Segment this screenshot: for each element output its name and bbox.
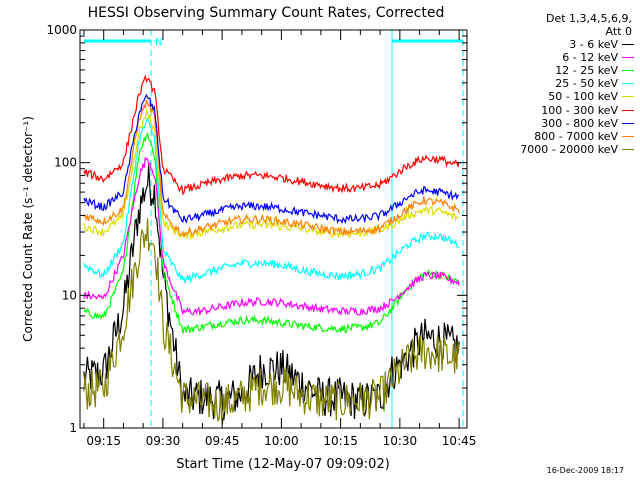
legend-entry-label: 100 - 300 keV xyxy=(541,103,618,117)
legend-entry: 100 - 300 keV xyxy=(482,103,636,117)
x-tick-label: 09:15 xyxy=(86,434,121,448)
legend-entries: 3 - 6 keV 6 - 12 keV 12 - 25 keV 25 - 50 ke… xyxy=(482,38,636,156)
x-axis-label: Start Time (12-May-07 09:09:02) xyxy=(176,457,390,472)
legend-entry-swatch xyxy=(622,57,634,59)
legend-entry-swatch xyxy=(622,70,634,72)
series-line-8 xyxy=(83,99,460,238)
legend-entry-label: 800 - 7000 keV xyxy=(534,129,618,143)
legend-entry: 800 - 7000 keV xyxy=(482,130,636,143)
night-label: N xyxy=(155,37,162,48)
legend-header-line-1: Det 1,3,4,5,6,9, xyxy=(545,12,632,25)
legend-entry: 12 - 25 keV xyxy=(482,64,636,77)
legend-entry: 300 - 800 keV xyxy=(482,117,636,130)
legend-header-line-2: Att 0 xyxy=(605,25,632,38)
legend-entry-label: 12 - 25 keV xyxy=(555,64,618,78)
legend-entry-label: 7000 - 20000 keV xyxy=(520,142,618,156)
y-tick-label: 1000 xyxy=(46,23,77,37)
x-tick-label: 10:15 xyxy=(323,434,358,448)
legend-entry: 6 - 12 keV xyxy=(482,51,636,64)
chart-title: HESSI Observing Summary Count Rates, Cor… xyxy=(88,5,445,21)
x-tick-label: 10:30 xyxy=(383,434,418,448)
y-tick-label: 1 xyxy=(69,421,77,435)
legend-entry: 25 - 50 keV xyxy=(482,77,636,90)
legend-entry-swatch xyxy=(622,135,634,137)
chart-marks: N xyxy=(83,30,464,428)
legend-entry-swatch xyxy=(622,44,634,46)
legend-entry: 7000 - 20000 keV xyxy=(482,143,636,156)
x-tick-label: 09:45 xyxy=(205,434,240,448)
legend-entry-label: 300 - 800 keV xyxy=(541,116,618,130)
axes: 1 10 100 1000 09:15 09:30 09:45 10:00 10:15 10:30… xyxy=(46,23,476,448)
legend: Det 1,3,4,5,6,9, Att 0 3 - 6 keV 6 - 12 k… xyxy=(482,12,636,156)
legend-entry-swatch xyxy=(622,96,634,98)
y-tick-label: 10 xyxy=(62,288,77,302)
y-axis-label: Corrected Count Rate (s⁻¹ detector⁻¹) xyxy=(21,116,35,342)
series-line-4 xyxy=(83,116,460,284)
legend-entry-label: 25 - 50 keV xyxy=(555,77,618,91)
plot-frame xyxy=(79,29,468,429)
timestamp: 16-Dec-2009 18:17 xyxy=(546,466,624,475)
legend-entry-label: 3 - 6 keV xyxy=(569,38,618,52)
x-tick-label: 10:45 xyxy=(442,434,477,448)
legend-entry: 3 - 6 keV xyxy=(482,38,636,51)
series-line-1 xyxy=(83,165,460,421)
x-tick-label: 09:30 xyxy=(146,434,181,448)
legend-entry-swatch xyxy=(622,109,634,111)
legend-entry: 50 - 100 keV xyxy=(482,90,636,103)
series-line-7 xyxy=(83,93,460,225)
series-line-6 xyxy=(83,74,460,196)
y-tick-label: 100 xyxy=(54,156,77,170)
series-line-3 xyxy=(83,131,460,335)
series-line-9 xyxy=(83,218,460,425)
legend-entry-label: 50 - 100 keV xyxy=(548,90,618,104)
legend-entry-swatch xyxy=(622,148,634,150)
legend-entry-swatch xyxy=(622,83,634,85)
series-line-2 xyxy=(83,156,460,316)
legend-entry-swatch xyxy=(622,122,634,124)
legend-entry-label: 6 - 12 keV xyxy=(562,51,618,65)
x-tick-label: 10:00 xyxy=(264,434,299,448)
